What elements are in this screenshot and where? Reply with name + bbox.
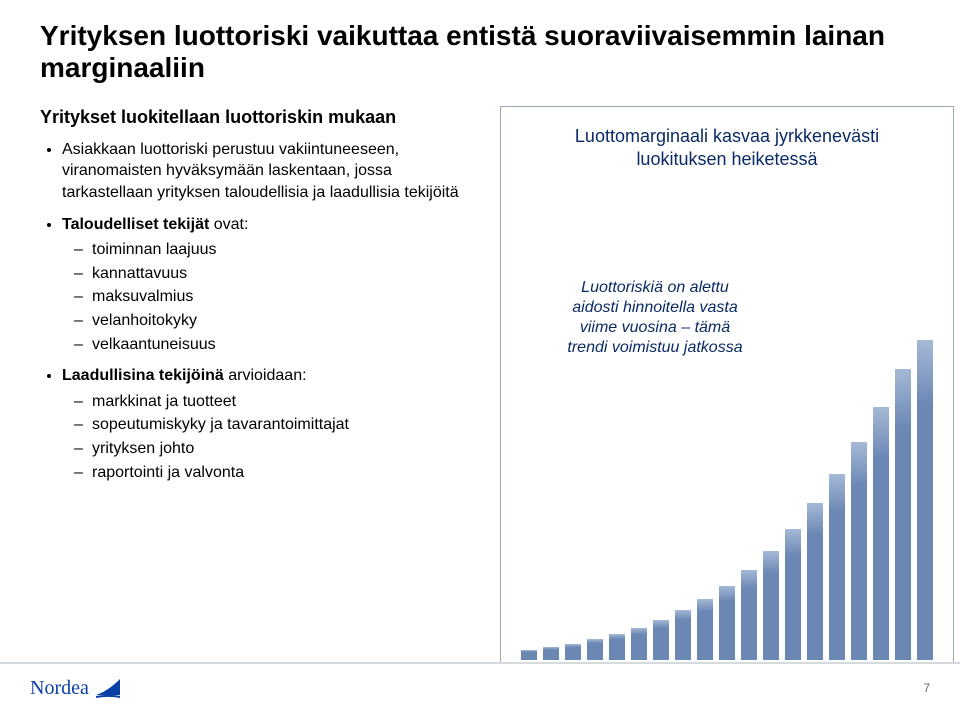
bullet-item: Asiakkaan luottoriski perustuu vakiintun… [62,139,480,204]
chart-caption: Luottoriskiä on alettu aidosti hinnoitel… [555,278,755,358]
chart-bar [895,369,911,660]
logo-text: Nordea [30,677,89,700]
list-item: yrityksen johto [92,438,480,460]
bullet-item: Laadullisina tekijöinä arvioidaan: markk… [62,365,480,483]
caption-line: Luottoriskiä on alettu [581,279,729,296]
chart-bar [521,650,537,660]
list-item: velanhoitokyky [92,310,480,332]
chart-bar [587,639,603,660]
chart-bar [719,586,735,660]
chart-bar [543,647,559,660]
chart-bar [873,407,889,660]
chart-title-line: Luottomarginaali kasvaa jyrkkenevästi [575,126,879,146]
slide: Yrityksen luottoriski vaikuttaa entistä … [0,0,960,712]
chart-title: Luottomarginaali kasvaa jyrkkenevästi lu… [515,125,939,170]
chart-bar [851,442,867,660]
list-item: sopeutumiskyky ja tavarantoimittajat [92,414,480,436]
slide-title: Yrityksen luottoriski vaikuttaa entistä … [40,20,920,84]
caption-line: aidosti hinnoitella vasta [572,299,737,316]
chart-bar [697,599,713,660]
caption-line: viime vuosina – tämä [580,319,730,336]
dash-list-laadulliset: markkinat ja tuotteet sopeutumiskyky ja … [62,391,480,483]
list-item: markkinat ja tuotteet [92,391,480,413]
list-item: raportointi ja valvonta [92,462,480,484]
chart-bar [807,503,823,660]
bullet-item: Taloudelliset tekijät ovat: toiminnan la… [62,214,480,356]
list-item: maksuvalmius [92,286,480,308]
bullet-tail: ovat: [209,216,248,233]
chart-bar [917,340,933,660]
bullet-tail: arvioidaan: [224,367,307,384]
chart-area: Luottoriskiä on alettu aidosti hinnoitel… [515,190,939,667]
page-number: 7 [923,681,930,695]
slide-footer: Nordea 7 [0,662,960,712]
chart-bar [741,570,757,660]
nordea-logo: Nordea [30,677,121,700]
chart-bar [763,551,779,660]
chart-panel: Luottomarginaali kasvaa jyrkkenevästi lu… [500,106,954,712]
list-item: velkaantuneisuus [92,334,480,356]
sail-icon [95,678,121,698]
bullet-lead: Taloudelliset tekijät [62,216,209,233]
chart-bar [609,634,625,660]
list-item: kannattavuus [92,263,480,285]
bullet-list: Asiakkaan luottoriski perustuu vakiintun… [40,139,480,483]
left-column: Yritykset luokitellaan luottoriskin muka… [40,106,480,712]
chart-bar [565,644,581,660]
left-subheading: Yritykset luokitellaan luottoriskin muka… [40,106,480,129]
chart-bar [631,628,647,660]
content-columns: Yritykset luokitellaan luottoriskin muka… [40,106,920,712]
chart-bar [675,610,691,660]
caption-line: trendi voimistuu jatkossa [567,339,742,356]
chart-title-line: luokituksen heiketessä [636,149,817,169]
chart-bar [829,474,845,660]
list-item: toiminnan laajuus [92,239,480,261]
chart-bar [653,620,669,660]
dash-list-taloudelliset: toiminnan laajuus kannattavuus maksuvalm… [62,239,480,355]
bullet-lead: Laadullisina tekijöinä [62,367,224,384]
chart-bar [785,529,801,660]
